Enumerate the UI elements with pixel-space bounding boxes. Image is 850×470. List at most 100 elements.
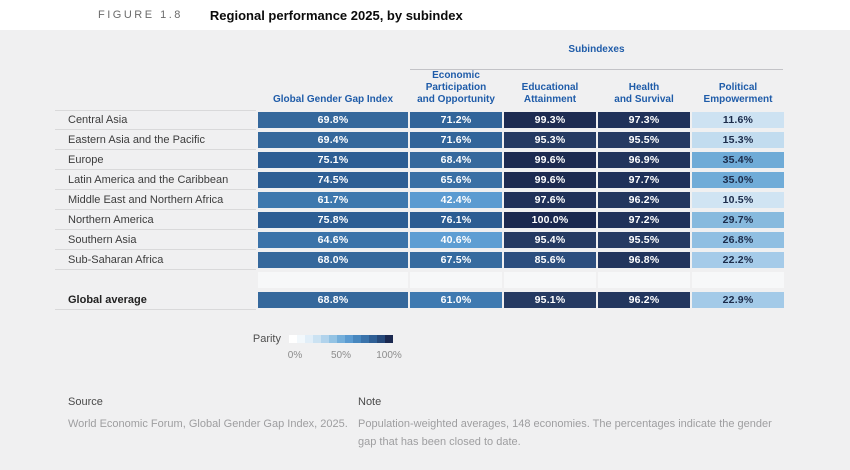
value-cell: 26.8% [692, 232, 784, 248]
subindexes-group-header: Subindexes [568, 44, 625, 55]
value-cell: 97.3% [598, 112, 690, 128]
value-cell: 67.5% [410, 252, 502, 268]
value-cell: 35.4% [692, 152, 784, 168]
value-cell: 69.4% [258, 132, 408, 148]
gradient-segment [329, 335, 337, 343]
value-cell: 35.0% [692, 172, 784, 188]
row-label: Latin America and the Caribbean [55, 170, 256, 190]
table-row: Eastern Asia and the Pacific 69.4% 71.6% 95… [55, 130, 784, 150]
column-header: Global Gender Gap Index [272, 94, 394, 105]
gradient-segment [321, 335, 329, 343]
gradient-segment [361, 335, 369, 343]
value-cell: 61.7% [258, 192, 408, 208]
value-cell: 97.2% [598, 212, 690, 228]
gradient-segment [297, 335, 305, 343]
value-cell: 96.9% [598, 152, 690, 168]
value-cell: 61.0% [410, 292, 502, 308]
tick-0: 0% [287, 350, 303, 361]
table-row: Latin America and the Caribbean 74.5% 65.6… [55, 170, 784, 190]
row-label: Sub-Saharan Africa [55, 250, 256, 270]
value-cell: 96.2% [598, 192, 690, 208]
value-cell: 100.0% [504, 212, 596, 228]
value-cell: 95.3% [504, 132, 596, 148]
source-text: World Economic Forum, Global Gender Gap … [68, 418, 348, 430]
spacer-cell [598, 272, 690, 288]
value-cell: 40.6% [410, 232, 502, 248]
table-row: Southern Asia 64.6% 40.6% 95.4% 95.5% 26.8% [55, 230, 784, 250]
row-label: Global average [55, 290, 256, 310]
figure-number: FIGURE 1.8 [98, 9, 183, 21]
value-cell: 10.5% [692, 192, 784, 208]
row-label [55, 270, 256, 290]
source-heading: Source [68, 396, 103, 408]
column-header: Health and Survival [614, 82, 674, 105]
note-block: Note Population-weighted averages, 148 e… [358, 396, 793, 451]
value-cell: 42.4% [410, 192, 502, 208]
value-cell: 95.1% [504, 292, 596, 308]
spacer-cell [410, 272, 502, 288]
gradient-segment [353, 335, 361, 343]
value-cell: 11.6% [692, 112, 784, 128]
table-row: Middle East and Northern Africa 61.7% 42.4… [55, 190, 784, 210]
table-row: Sub-Saharan Africa 68.0% 67.5% 85.6% 96.8% 22… [55, 250, 784, 270]
value-cell: 95.4% [504, 232, 596, 248]
row-label: Northern America [55, 210, 256, 230]
value-cell: 85.6% [504, 252, 596, 268]
value-cell: 95.5% [598, 132, 690, 148]
value-cell: 22.2% [692, 252, 784, 268]
gradient-segment [377, 335, 385, 343]
value-cell: 74.5% [258, 172, 408, 188]
gradient-segment [369, 335, 377, 343]
gradient-segment [345, 335, 353, 343]
spacer-row [55, 270, 784, 290]
value-cell: 99.6% [504, 172, 596, 188]
table-row: Central Asia 69.8% 71.2% 99.3% 97.3% 11.6% [55, 110, 784, 130]
value-cell: 95.5% [598, 232, 690, 248]
table-row: Northern America 75.8% 76.1% 100.0% 97.2% 29.… [55, 210, 784, 230]
value-cell: 97.6% [504, 192, 596, 208]
value-cell: 96.8% [598, 252, 690, 268]
title-bar: FIGURE 1.8 Regional performance 2025, by… [0, 0, 850, 30]
value-cell: 29.7% [692, 212, 784, 228]
tick-50: 50% [330, 350, 352, 361]
note-text: Population-weighted averages, 148 econom… [358, 418, 772, 448]
value-cell: 99.3% [504, 112, 596, 128]
parity-scale-ticks: 0% 50% 100% [287, 350, 402, 364]
row-label: Middle East and Northern Africa [55, 190, 256, 210]
value-cell: 97.7% [598, 172, 690, 188]
subindexes-underline [410, 69, 783, 70]
gradient-segment [337, 335, 345, 343]
row-label: Europe [55, 150, 256, 170]
row-label: Southern Asia [55, 230, 256, 250]
spacer-cell [504, 272, 596, 288]
value-cell: 68.4% [410, 152, 502, 168]
gradient-segment [313, 335, 321, 343]
value-cell: 68.8% [258, 292, 408, 308]
gradient-segment [385, 335, 393, 343]
spacer-cell [692, 272, 784, 288]
row-label: Eastern Asia and the Pacific [55, 130, 256, 150]
column-header: Educational Attainment [521, 82, 579, 105]
parity-legend: Parity 0% 50% 100% [228, 333, 402, 364]
table-row: Europe 75.1% 68.4% 99.6% 96.9% 35.4% [55, 150, 784, 170]
column-headers: Global Gender Gap Index Economic Particip… [55, 70, 784, 106]
heatmap-table: Central Asia 69.8% 71.2% 99.3% 97.3% 11.6% Eas… [55, 110, 784, 310]
source-block: Source World Economic Forum, Global Gend… [68, 396, 358, 433]
tick-100: 100% [376, 350, 402, 361]
value-cell: 71.2% [410, 112, 502, 128]
row-label: Central Asia [55, 110, 256, 130]
note-heading: Note [358, 396, 382, 408]
value-cell: 75.1% [258, 152, 408, 168]
value-cell: 15.3% [692, 132, 784, 148]
value-cell: 64.6% [258, 232, 408, 248]
value-cell: 99.6% [504, 152, 596, 168]
value-cell: 71.6% [410, 132, 502, 148]
value-cell: 65.6% [410, 172, 502, 188]
value-cell: 69.8% [258, 112, 408, 128]
value-cell: 75.8% [258, 212, 408, 228]
summary-row: Global average 68.8% 61.0% 95.1% 96.2% 22.9% [55, 290, 784, 310]
column-header: Political Empowerment [703, 82, 773, 105]
value-cell: 76.1% [410, 212, 502, 228]
gradient-segment [289, 335, 297, 343]
